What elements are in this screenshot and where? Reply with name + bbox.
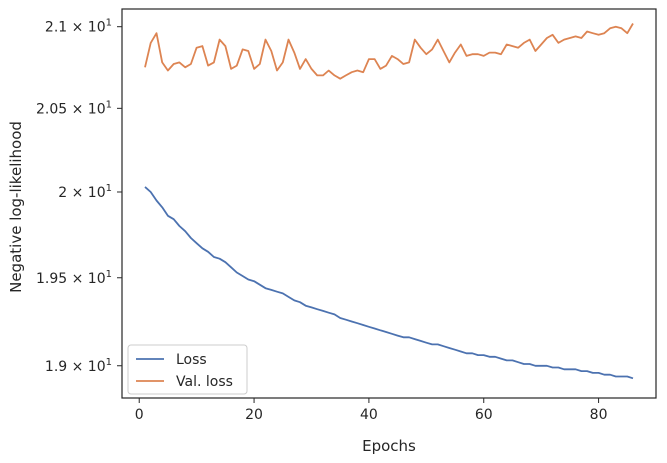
x-axis-title: Epochs xyxy=(362,437,416,455)
x-tick-label: 20 xyxy=(245,407,263,423)
x-axis-ticks: 0 20 40 60 80 xyxy=(135,398,608,423)
legend-label-val-loss: Val. loss xyxy=(176,374,233,390)
y-tick-label: 1.95 × 101 xyxy=(36,269,112,287)
x-tick-label: 60 xyxy=(475,407,493,423)
y-axis-ticks: 1.9 × 101 1.95 × 101 2 × 101 2.05 × 101 2.1 … xyxy=(36,18,122,375)
x-tick-label: 80 xyxy=(590,407,608,423)
x-tick-label: 40 xyxy=(360,407,378,423)
series-line-loss xyxy=(144,186,634,380)
legend: Loss Val. loss xyxy=(127,344,248,395)
series-line-val-loss xyxy=(144,23,634,80)
y-tick-label: 2.05 × 101 xyxy=(36,99,112,117)
y-tick-label: 2 × 101 xyxy=(58,183,112,201)
y-tick-label: 1.9 × 101 xyxy=(45,357,112,375)
plot-frame xyxy=(121,8,657,399)
x-tick-label: 0 xyxy=(135,407,144,423)
legend-label-loss: Loss xyxy=(176,352,207,368)
y-axis-title: Negative log-likelihood xyxy=(7,121,25,293)
series-layer xyxy=(144,23,634,380)
y-tick-label: 2.1 × 101 xyxy=(45,18,112,36)
